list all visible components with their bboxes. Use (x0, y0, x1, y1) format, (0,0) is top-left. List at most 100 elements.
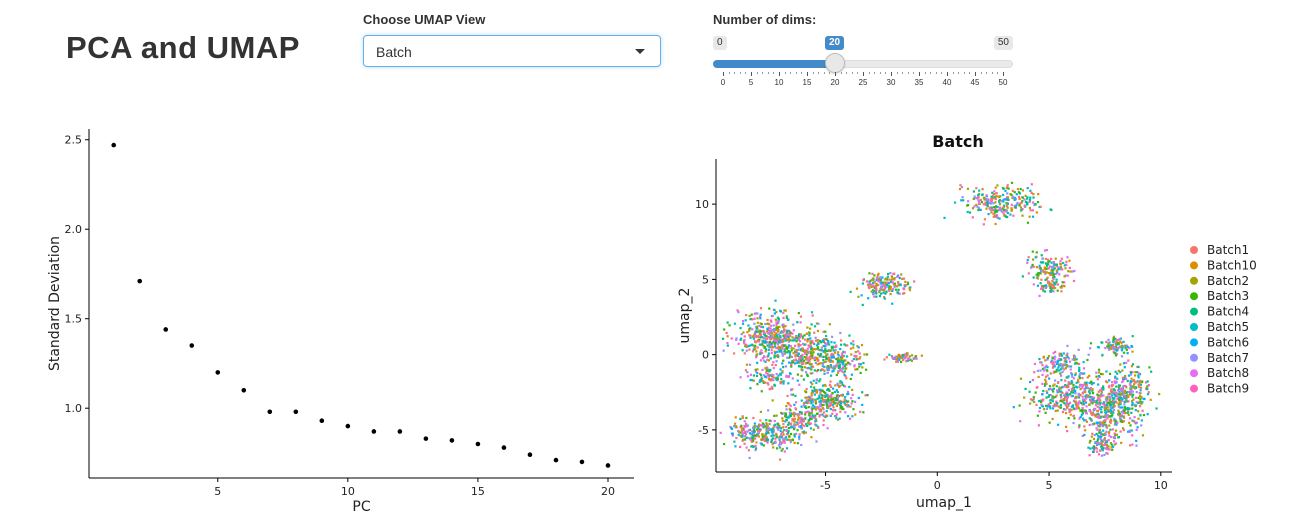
cell-point (813, 416, 817, 419)
data-point (163, 327, 169, 332)
cell-point (838, 359, 841, 362)
cell-point (839, 331, 842, 335)
cell-point (774, 299, 777, 302)
cell-point (1112, 338, 1115, 342)
cell-point (805, 399, 808, 402)
cell-point (1117, 369, 1120, 372)
cell-point (838, 385, 841, 388)
cell-point (771, 387, 774, 390)
cell-point (1139, 386, 1143, 389)
cell-point (819, 410, 823, 413)
cell-point (839, 381, 842, 384)
cell-point (1055, 263, 1058, 266)
cell-point (752, 435, 755, 438)
cell-point (1035, 273, 1038, 276)
cell-point (1120, 410, 1124, 414)
cell-point (844, 399, 848, 402)
cell-point (1013, 198, 1016, 201)
cell-point (826, 388, 830, 391)
cell-point (1037, 272, 1040, 275)
cell-point (743, 420, 746, 423)
cell-point (1121, 380, 1124, 384)
cell-point (1084, 381, 1087, 384)
cell-point (845, 400, 849, 404)
cell-point (1122, 392, 1125, 396)
cell-point (1108, 397, 1111, 400)
cell-point (1140, 396, 1143, 399)
cell-point (1072, 407, 1075, 410)
cell-point (801, 424, 804, 427)
cell-point (816, 341, 820, 344)
cell-point (1139, 389, 1142, 392)
cell-point (1042, 289, 1045, 292)
cell-point (816, 412, 819, 415)
cell-point (981, 188, 984, 191)
cell-point (1063, 264, 1066, 267)
cell-point (790, 365, 793, 368)
cell-point (820, 355, 823, 358)
legend-swatch (1190, 261, 1198, 270)
x-tick-label: -5 (820, 479, 831, 492)
cell-point (733, 322, 736, 325)
cell-point (797, 311, 800, 315)
cell-point (793, 337, 796, 340)
cell-point (1118, 384, 1121, 387)
cell-point (786, 401, 789, 405)
cell-point (1061, 391, 1064, 395)
cell-point (802, 420, 805, 423)
data-point (137, 278, 143, 284)
slider-handle[interactable] (825, 53, 845, 73)
y-tick-label: 1.0 (65, 402, 83, 415)
cell-point (814, 402, 818, 405)
cell-point (858, 365, 861, 368)
cell-point (1118, 396, 1121, 399)
cell-point (1040, 278, 1043, 281)
cell-point (885, 356, 889, 359)
cell-point (751, 436, 754, 440)
cell-point (781, 354, 784, 357)
cell-point (1118, 338, 1121, 341)
cell-point (1055, 370, 1058, 373)
cell-point (1073, 269, 1076, 273)
cell-point (1129, 444, 1132, 447)
cell-point (1129, 417, 1132, 420)
umap-view-select[interactable]: Batch (363, 35, 661, 67)
cell-point (897, 284, 900, 287)
cell-point (1099, 422, 1102, 425)
cell-point (1054, 395, 1057, 399)
cell-point (1002, 187, 1005, 190)
cell-point (1028, 200, 1031, 204)
cell-point (1117, 386, 1120, 389)
cell-point (1053, 363, 1056, 366)
cell-point (1046, 358, 1049, 361)
cell-point (830, 335, 834, 338)
cell-point (741, 319, 745, 323)
slider-minor-tick (930, 72, 932, 74)
cell-point (1123, 409, 1126, 412)
cell-point (1124, 344, 1127, 348)
cell-point (1060, 354, 1064, 357)
cell-point (820, 340, 823, 343)
cell-point (894, 288, 898, 291)
cell-point (824, 395, 827, 399)
cell-point (726, 335, 729, 338)
cell-point (1075, 386, 1079, 389)
cell-point (767, 348, 770, 351)
cell-point (1100, 393, 1103, 396)
cell-point (1049, 286, 1052, 290)
cell-point (1103, 453, 1106, 457)
cell-point (768, 323, 771, 326)
dims-slider-label: Number of dims: (713, 12, 817, 27)
cell-point (776, 376, 779, 379)
cell-point (1020, 208, 1023, 212)
cell-point (735, 436, 738, 440)
cell-point (796, 321, 799, 324)
cell-point (757, 330, 760, 333)
cell-point (767, 359, 771, 362)
cell-point (1048, 283, 1051, 287)
dims-slider[interactable]: 0 50 20 0 5 10 15 20 25 30 35 40 45 50 (713, 34, 1013, 94)
cell-point (791, 359, 794, 363)
cell-point (1100, 405, 1103, 409)
cell-point (1045, 271, 1049, 274)
cell-point (1125, 377, 1128, 381)
